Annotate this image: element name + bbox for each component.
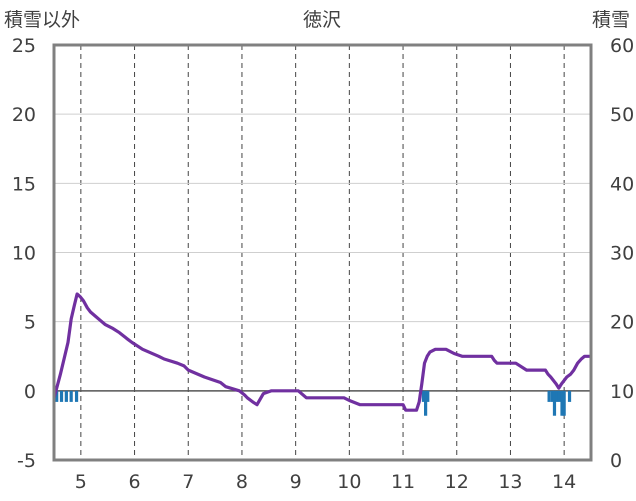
left-tick-label: 25 xyxy=(12,35,36,57)
plot-frame xyxy=(52,43,593,462)
x-tick-label: 6 xyxy=(129,471,141,493)
precipitation-bar xyxy=(560,390,564,416)
right-tick-label: 10 xyxy=(610,381,634,403)
left-tick-label: 5 xyxy=(24,312,36,334)
precipitation-bar xyxy=(562,390,566,416)
right-tick-label: 40 xyxy=(610,173,634,195)
right-tick-label: 60 xyxy=(610,35,634,57)
precipitation-bar xyxy=(550,390,554,402)
left-tick-label: 15 xyxy=(12,173,36,195)
left-tick-label: 20 xyxy=(12,104,36,126)
left-tick-label: 10 xyxy=(12,243,36,265)
left-axis-label: 積雪以外 xyxy=(4,9,80,31)
x-tick-label: 10 xyxy=(337,471,361,493)
precipitation-bar xyxy=(424,390,428,416)
precipitation-bar xyxy=(64,390,68,402)
precipitation-bars xyxy=(55,390,572,416)
right-tick-label: 50 xyxy=(610,104,634,126)
left-tick-label: -5 xyxy=(17,450,36,472)
x-tick-label: 11 xyxy=(391,471,415,493)
temperature-line-group xyxy=(52,292,591,412)
tick-labels: 5 6 7 8 9 10 11 12 13 14 -5 0 5 10 15 20 25 0 10 20 30 40 50 60 xyxy=(12,35,634,493)
precipitation-bar xyxy=(555,390,559,402)
x-tick-label: 13 xyxy=(498,471,522,493)
x-tick-label: 14 xyxy=(552,471,576,493)
right-tick-label: 30 xyxy=(610,243,634,265)
precipitation-bar xyxy=(557,390,561,402)
grid xyxy=(54,45,591,460)
x-tick-label: 7 xyxy=(182,471,194,493)
right-axis-label: 積雪 xyxy=(592,9,630,31)
precipitation-bar xyxy=(69,390,73,402)
precipitation-bar xyxy=(567,390,572,402)
right-tick-label: 0 xyxy=(610,450,622,472)
x-tick-label: 9 xyxy=(290,471,302,493)
precipitation-bar xyxy=(55,390,59,402)
x-tick-label: 12 xyxy=(445,471,469,493)
x-tick-label: 5 xyxy=(75,471,87,493)
left-tick-label: 0 xyxy=(24,381,36,403)
temperature-line xyxy=(52,292,591,412)
chart-title: 徳沢 xyxy=(303,9,341,31)
precipitation-bar xyxy=(74,390,79,402)
x-tick-label: 8 xyxy=(236,471,248,493)
precipitation-bar xyxy=(426,390,430,402)
precipitation-bar xyxy=(421,390,426,402)
precipitation-bar xyxy=(59,390,64,402)
right-tick-label: 20 xyxy=(610,312,634,334)
precipitation-bar xyxy=(547,390,551,402)
precipitation-bar xyxy=(552,390,557,416)
